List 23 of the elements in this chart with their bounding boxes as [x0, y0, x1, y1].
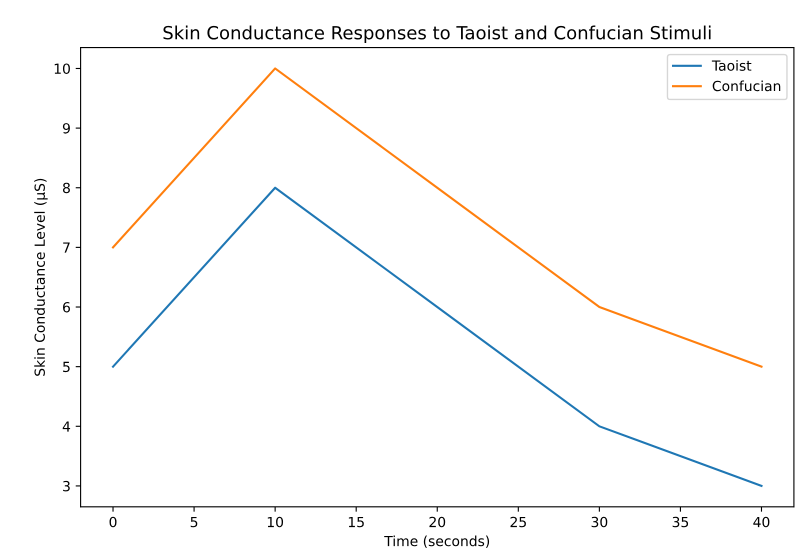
y-tick-label: 7 — [63, 242, 70, 253]
y-tick-label: 4 — [62, 421, 70, 432]
x-tick-label: 0 — [110, 516, 117, 528]
legend-label: Taoist — [712, 60, 752, 71]
y-tick-label: 6 — [63, 302, 70, 312]
x-tick-label: 5 — [190, 516, 198, 528]
x-tick-label: 15 — [348, 516, 364, 528]
x-tick-label: 20 — [429, 516, 446, 528]
x-tick-label: 35 — [672, 516, 688, 528]
x-axis-title: Time (seconds) — [384, 536, 490, 548]
line-series — [112, 186, 763, 487]
y-tick-label: 5 — [63, 362, 70, 372]
y-tick-label: 8 — [62, 182, 70, 194]
y-tick-label: 3 — [63, 480, 70, 492]
y-axis-title: Skin Conductance Level (μS) — [34, 178, 48, 376]
y-tick-label: 9 — [62, 123, 70, 134]
legend-label: Confucian — [712, 80, 780, 92]
x-tick-label: 10 — [268, 516, 284, 528]
x-tick-label: 30 — [592, 516, 608, 528]
x-tick-label: 40 — [753, 516, 770, 528]
chart-title: Skin Conductance Responses to Taoist and Confucian Stimuli — [163, 26, 711, 44]
y-tick-label: 10 — [54, 63, 70, 74]
x-tick-label: 25 — [510, 516, 526, 528]
